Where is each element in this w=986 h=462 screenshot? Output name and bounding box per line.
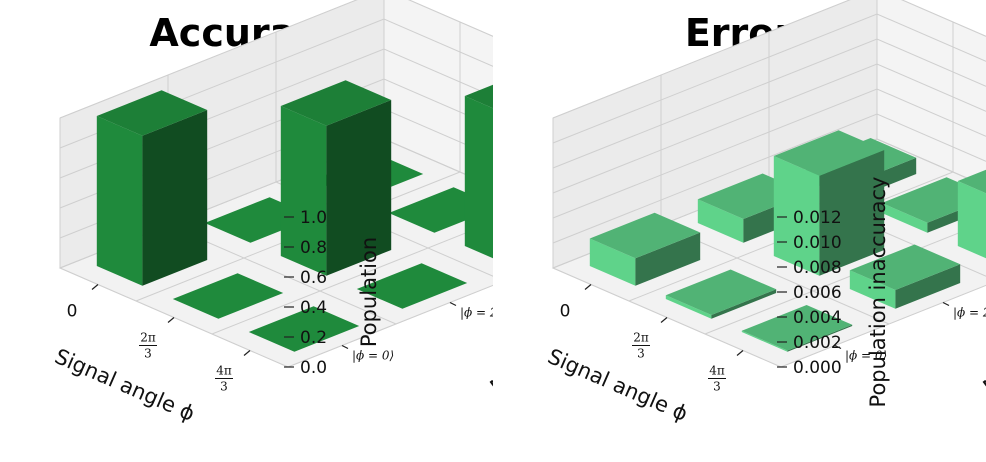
x-gridline: [780, 284, 986, 368]
z-tick-label: 0.006: [793, 283, 842, 303]
bar-front-face: [464, 96, 493, 259]
bar-side-face: [787, 324, 853, 352]
x-tick: [167, 317, 175, 323]
z-tick-label: 0.0: [300, 358, 327, 378]
bar-front-face: [773, 156, 820, 276]
bar: [665, 269, 777, 319]
bar-front-face: [881, 203, 928, 233]
bar: [741, 305, 853, 352]
z-tick-label: 0.010: [793, 233, 842, 253]
y-tick-label: |ϕ = 2π/3⟩: [460, 306, 493, 320]
bar-side-face: [142, 110, 208, 286]
y-tick: [341, 344, 349, 350]
bar-side-face: [635, 232, 701, 286]
bar-top-face: [356, 263, 468, 309]
z-axis-label: Population: [357, 237, 381, 347]
z-tick-label: 1.0: [300, 208, 327, 228]
bar: [356, 263, 468, 309]
x-tick-label: 2π3: [632, 331, 650, 361]
y-tick: [834, 344, 842, 350]
bar-front-face: [741, 330, 788, 352]
x-tick: [91, 284, 99, 290]
x-gridline: [287, 284, 493, 368]
bar-side-face: [819, 150, 885, 276]
bar: [464, 84, 493, 259]
y-tick-label: |ϕ = 0⟩: [352, 349, 394, 363]
z-tick-label: 0.004: [793, 308, 842, 328]
bar: [957, 169, 986, 259]
bar: [589, 212, 701, 286]
x-tick-denominator: 3: [220, 380, 228, 394]
bar-side-face: [711, 289, 777, 319]
x-tick-numerator: 4π: [709, 364, 725, 378]
x-tick-label: 0: [67, 302, 78, 322]
z-tick-label: 0.4: [300, 298, 327, 318]
x-tick: [243, 350, 251, 356]
bar-front-face: [589, 238, 636, 286]
z-tick-label: 0.000: [793, 358, 842, 378]
x-axis-label: Signal angle ϕ: [544, 344, 691, 426]
bar-top-face: [280, 80, 392, 126]
y-axis-label: Measured state: [486, 282, 493, 399]
error-plot: Error0.0000.0020.0040.0060.0080.0100.012…: [544, 0, 986, 426]
z-tick-label: 0.8: [300, 238, 327, 258]
bar-top-face: [849, 244, 961, 290]
bar: [172, 273, 284, 319]
chart-accuracy: Accuracy 0.0 0.2 0.4 0.6 0.8 1.0 Population 0 2π 3…: [51, 0, 493, 426]
x-axis-label: Signal angle ϕ: [51, 344, 198, 426]
bar-front-face: [665, 295, 712, 319]
bar-top-face: [665, 269, 777, 315]
y-tick: [449, 301, 457, 307]
bar: [280, 80, 392, 276]
y-gridline: [275, 32, 493, 277]
bar-front-face: [849, 270, 896, 309]
accuracy-plot: Accuracy0.00.20.40.60.81.0Population02π3…: [51, 0, 493, 426]
y-gridline: [876, 0, 986, 187]
y-tick-label: |ϕ = 0⟩: [845, 349, 887, 363]
bar: [248, 306, 360, 352]
z-tick-label: 0.002: [793, 333, 842, 353]
z-tick-label: 0.6: [300, 268, 327, 288]
z-tick-label: 0.2: [300, 328, 327, 348]
bar-top-face: [248, 306, 360, 352]
bar-top-face: [589, 212, 701, 259]
x-gridline: [704, 221, 986, 335]
y-tick: [942, 301, 950, 307]
bar-front-face: [280, 106, 327, 276]
x-tick-denominator: 3: [637, 347, 645, 361]
x-tick-denominator: 3: [144, 347, 152, 361]
x-tick: [584, 284, 592, 290]
z-tick-label: 0.012: [793, 208, 842, 228]
bar-top-face: [957, 169, 986, 194]
x-tick-label: 4π3: [215, 364, 233, 394]
bar-top-face: [172, 273, 284, 319]
bar-top-face: [773, 130, 885, 176]
y-axis-label: Measured state: [979, 282, 986, 399]
x-tick-label: 0: [560, 302, 571, 322]
bar-top-face: [464, 84, 493, 109]
x-tick-numerator: 4π: [216, 364, 232, 378]
z-axis-label: Population inaccuracy: [866, 177, 890, 408]
x-tick-denominator: 3: [713, 380, 721, 394]
x-gridline: [211, 221, 493, 335]
bar-front-face: [957, 181, 986, 259]
chart-error: Error 0.000 0.002 0.004 0.006 0.008 0.010 0.012…: [493, 0, 986, 462]
x-tick: [736, 350, 744, 356]
x-tick-numerator: 2π: [140, 331, 156, 345]
bar-front-face: [96, 116, 143, 286]
bar: [773, 130, 885, 276]
bar: [849, 244, 961, 309]
z-tick-label: 0.008: [793, 258, 842, 278]
y-tick-label: |ϕ = 2π/3⟩: [953, 306, 986, 320]
x-tick-numerator: 2π: [633, 331, 649, 345]
x-tick: [660, 317, 668, 323]
bar-side-face: [326, 100, 392, 276]
bar-side-face: [895, 264, 961, 309]
x-tick-label: 4π3: [708, 364, 726, 394]
bar: [96, 90, 208, 286]
bar-front-face: [697, 199, 744, 243]
x-tick-label: 2π3: [139, 331, 157, 361]
bar-top-face: [96, 90, 208, 136]
bar-top-face: [741, 305, 853, 351]
